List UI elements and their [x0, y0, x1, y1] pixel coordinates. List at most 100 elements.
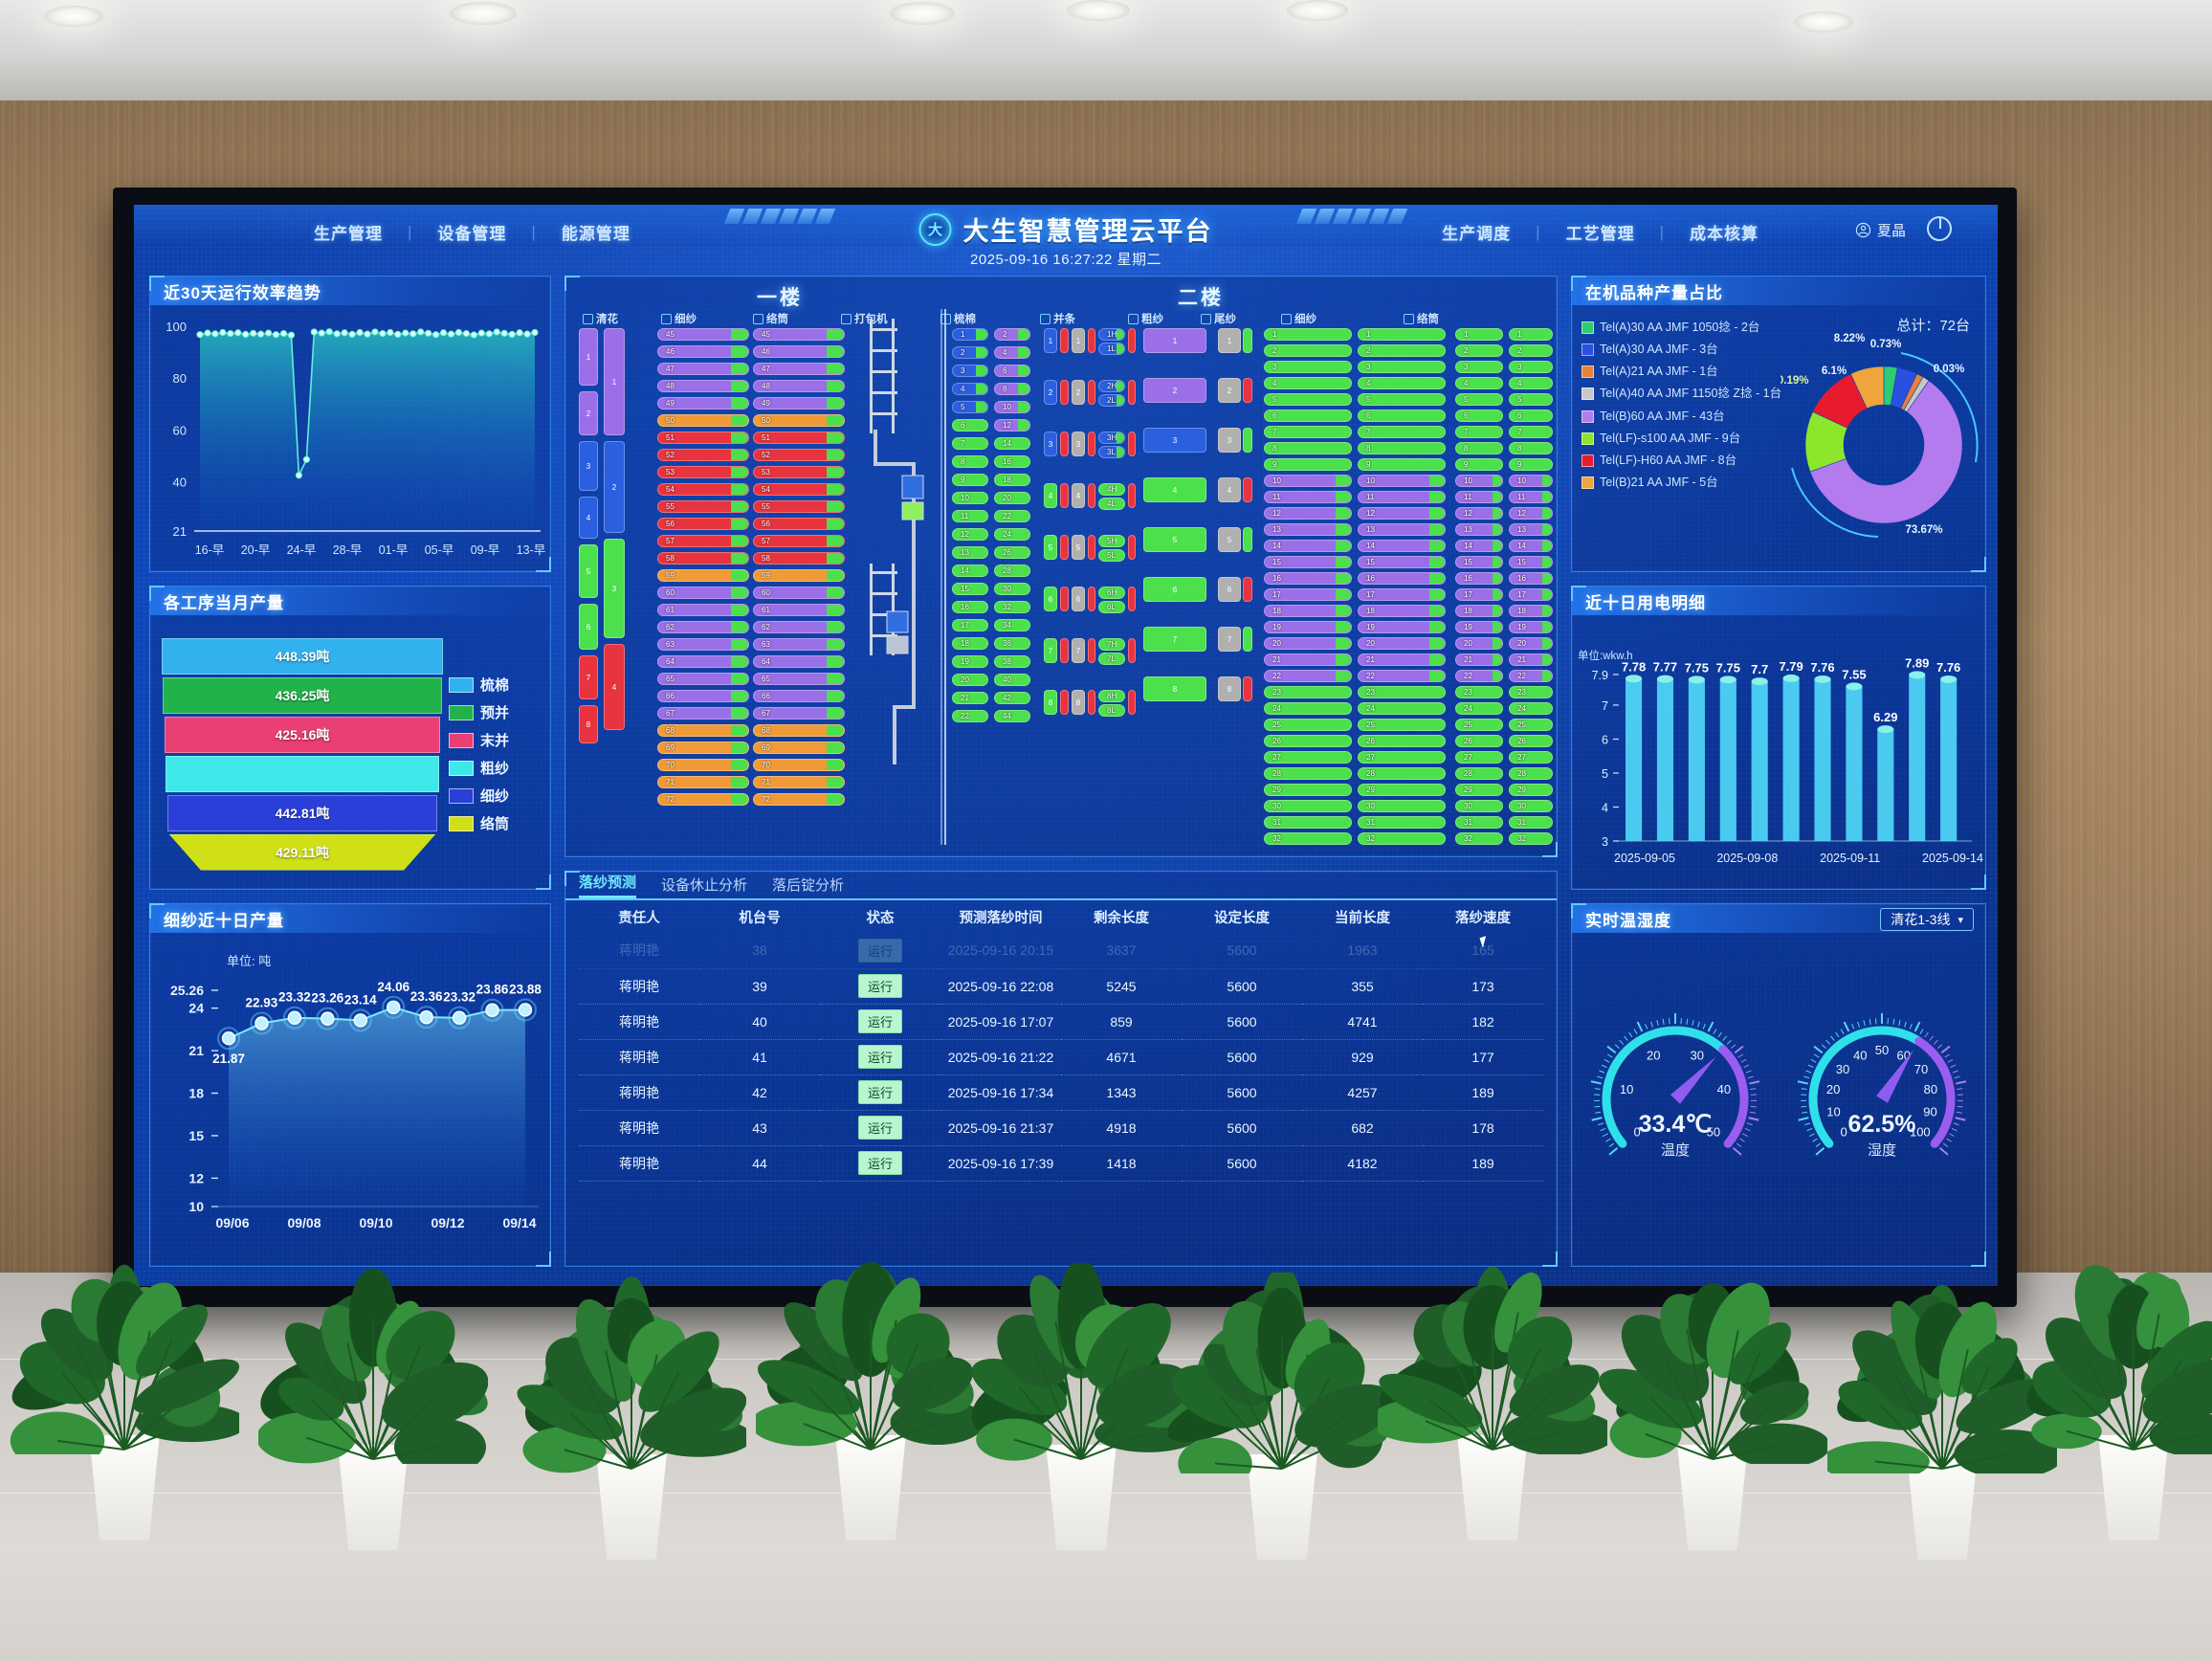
machine-bar[interactable]: 47 [753, 363, 845, 375]
machine-bar[interactable]: 59 [657, 569, 749, 582]
machine-block[interactable]: 4 [1072, 483, 1085, 508]
machine-bar[interactable]: 22 [994, 510, 1030, 522]
line-selector[interactable]: 清花1-3线 ▾ [1880, 908, 1974, 931]
machine-block[interactable]: 1 [1218, 328, 1241, 353]
machine-bar[interactable]: 45 [753, 328, 845, 341]
machine-bar[interactable]: 52 [753, 449, 845, 461]
machine-bar[interactable]: 30 [994, 583, 1030, 595]
machine-block[interactable]: 1 [1044, 328, 1057, 353]
table-row[interactable]: 蒋明艳 38 运行 2025-09-16 20:15 3637 5600 1963 165 [579, 933, 1543, 968]
machine-bar[interactable]: 49 [753, 397, 845, 410]
machine-bar[interactable]: 6H [1098, 587, 1125, 599]
machine-block[interactable]: 6 [1044, 587, 1057, 611]
machine-block[interactable]: 2 [1143, 378, 1206, 403]
machine-block[interactable]: 7 [1143, 627, 1206, 652]
machine-bar[interactable]: 1 [1264, 328, 1352, 341]
machine-bar[interactable]: 61 [657, 604, 749, 616]
machine-bar[interactable]: 70 [753, 759, 845, 771]
machine-bar[interactable]: 8H [1098, 690, 1125, 702]
machine-bar[interactable]: 59 [753, 569, 845, 582]
machine-bar[interactable]: 17 [1455, 588, 1503, 601]
machine-bar[interactable]: 1 [952, 328, 988, 341]
machine-block[interactable]: 3 [1218, 428, 1241, 453]
machine-block[interactable] [1088, 328, 1095, 353]
machine-block[interactable]: 7 [1044, 638, 1057, 663]
machine-bar[interactable]: 11 [1509, 491, 1553, 503]
machine-bar[interactable]: 7H [1098, 638, 1125, 651]
machine-block[interactable]: 6 [1143, 577, 1206, 602]
machine-bar[interactable]: 9 [1455, 458, 1503, 471]
machine-bar[interactable]: 16 [1264, 572, 1352, 585]
machine-bar[interactable]: 6 [1358, 410, 1446, 422]
machine-bar[interactable]: 18 [994, 474, 1030, 486]
machine-bar[interactable]: 29 [1455, 784, 1503, 796]
machine-block[interactable] [1128, 432, 1136, 456]
machine-bar[interactable]: 4H [1098, 483, 1125, 496]
machine-bar[interactable]: 20 [1455, 637, 1503, 650]
machine-bar[interactable]: 62 [753, 621, 845, 633]
machine-bar[interactable]: 53 [657, 466, 749, 478]
machine-bar[interactable]: 19 [1264, 621, 1352, 633]
machine-bar[interactable]: 68 [753, 724, 845, 737]
machine-bar[interactable]: 2H [1098, 380, 1125, 392]
nav-item-energy-mgmt[interactable]: 能源管理 [562, 220, 630, 244]
machine-bar[interactable]: 71 [753, 776, 845, 788]
machine-bar[interactable]: 6 [1264, 410, 1352, 422]
machine-bar[interactable]: 52 [657, 449, 749, 461]
machine-block[interactable]: 7 [1218, 627, 1241, 652]
machine-bar[interactable]: 63 [657, 638, 749, 651]
pie-legend-item[interactable]: Tel(LF)-H60 AA JMF - 8台 [1582, 452, 1787, 469]
machine-bar[interactable]: 5L [1098, 549, 1125, 562]
machine-block[interactable] [1243, 328, 1252, 353]
machine-bar[interactable]: 72 [753, 793, 845, 806]
machine-bar[interactable]: 13 [1455, 523, 1503, 536]
machine-bar[interactable]: 2 [1455, 344, 1503, 357]
machine-block[interactable] [1128, 690, 1136, 715]
pie-legend-item[interactable]: Tel(A)21 AA JMF - 1台 [1582, 363, 1787, 380]
machine-bar[interactable]: 28 [994, 565, 1030, 577]
machine-bar[interactable]: 14 [1264, 540, 1352, 552]
machine-bar[interactable]: 10 [1455, 475, 1503, 487]
machine-bar[interactable]: 63 [753, 638, 845, 651]
machine-bar[interactable]: 8 [1264, 442, 1352, 454]
machine-bar[interactable]: 1H [1098, 328, 1125, 341]
machine-block[interactable]: 2 [1044, 380, 1057, 405]
machine-block[interactable] [1060, 432, 1069, 456]
machine-block[interactable]: 6 [1218, 577, 1241, 602]
machine-bar[interactable]: 1 [1509, 328, 1553, 341]
machine-bar[interactable]: 23 [1509, 686, 1553, 698]
machine-block[interactable] [1060, 535, 1069, 560]
machine-bar[interactable]: 16 [994, 455, 1030, 468]
machine-block[interactable] [1088, 535, 1095, 560]
machine-block[interactable]: 4 [1044, 483, 1057, 508]
machine-bar[interactable]: 7 [1264, 426, 1352, 438]
machine-block[interactable]: 8 [1072, 690, 1085, 715]
machine-bar[interactable]: 17 [1509, 588, 1553, 601]
machine-bar[interactable]: 6 [1455, 410, 1503, 422]
machine-block[interactable] [1060, 483, 1069, 508]
machine-bar[interactable]: 28 [1358, 767, 1446, 780]
machine-bar[interactable]: 2 [1358, 344, 1446, 357]
machine-block[interactable]: 1 [1072, 328, 1085, 353]
machine-block[interactable] [1088, 690, 1095, 715]
funnel-legend-item[interactable]: 预并 [449, 702, 542, 722]
machine-bar[interactable]: 26 [1455, 735, 1503, 747]
funnel-legend-item[interactable]: 末并 [449, 730, 542, 750]
machine-block[interactable] [1060, 690, 1069, 715]
machine-bar[interactable]: 6 [1509, 410, 1553, 422]
machine-bar[interactable]: 55 [657, 500, 749, 513]
machine-block[interactable]: 3 [1072, 432, 1085, 456]
machine-bar[interactable]: 26 [1264, 735, 1352, 747]
machine-bar[interactable]: 10 [1509, 475, 1553, 487]
machine-bar[interactable]: 2 [952, 346, 988, 359]
machine-bar[interactable]: 8L [1098, 704, 1125, 717]
machine-bar[interactable]: 4L [1098, 498, 1125, 510]
machine-bar[interactable]: 30 [1264, 800, 1352, 812]
machine-block[interactable]: 2 [1072, 380, 1085, 405]
machine-bar[interactable]: 71 [657, 776, 749, 788]
machine-bar[interactable]: 69 [753, 742, 845, 754]
machine-bar[interactable]: 4 [1455, 377, 1503, 389]
machine-bar[interactable]: 47 [657, 363, 749, 375]
tab-2[interactable]: 落后锭分析 [772, 875, 844, 898]
machine-block[interactable]: 8 [1218, 676, 1241, 701]
